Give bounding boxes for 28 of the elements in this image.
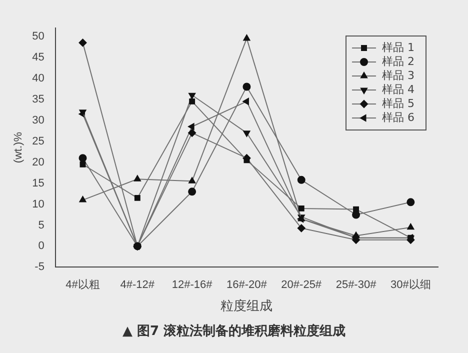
legend-label: 样品 5 (382, 96, 414, 110)
x-tick-label: 16#-20# (226, 278, 268, 291)
legend-label: 样品 3 (382, 68, 414, 82)
x-axis-title: 粒度组成 (220, 298, 273, 313)
legend-label: 样品 4 (382, 82, 414, 96)
y-tick-label: 45 (32, 51, 44, 64)
x-tick-label: 25#-30# (336, 278, 378, 291)
y-tick-label: 40 (32, 72, 44, 84)
y-tick-label: 0 (38, 240, 44, 252)
y-tick-label: 25 (32, 135, 44, 148)
y-tick-label: -5 (34, 261, 44, 274)
y-tick-label: 20 (32, 156, 44, 168)
legend-label: 样品 2 (382, 54, 414, 68)
y-tick-label: 5 (38, 219, 44, 232)
x-tick-label: 12#-16# (172, 278, 214, 291)
y-tick-label: 15 (32, 177, 44, 190)
x-tick-label: 30#以细 (390, 278, 431, 291)
x-tick-label: 20#-25# (281, 278, 322, 291)
x-tick-label: 4#以粗 (66, 278, 100, 291)
y-tick-label: 30 (32, 114, 44, 126)
text: ▲ 图7 滚粒法制备的堆积磨料粒度组成 (121, 322, 347, 340)
legend-label: 样品 6 (382, 110, 414, 124)
x-tick-label: 4#-12# (120, 278, 156, 291)
y-tick-label: 10 (32, 198, 44, 210)
y-tick-label: 35 (32, 93, 44, 106)
y-axis-title: (wt.)% (12, 132, 25, 164)
y-tick-label: 50 (32, 30, 44, 42)
legend-label: 样品 1 (382, 40, 414, 54)
